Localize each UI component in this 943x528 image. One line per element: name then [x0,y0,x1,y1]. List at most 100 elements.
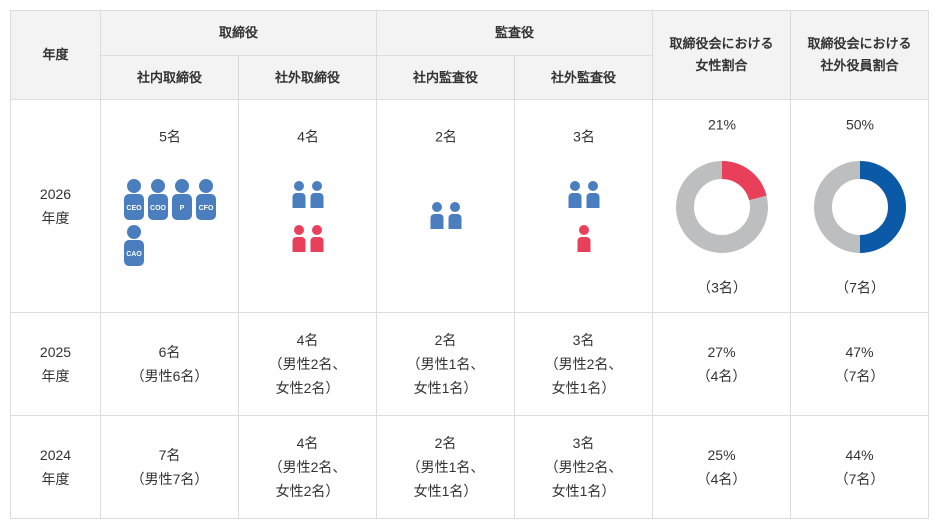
cell-line: 女性1名） [551,380,616,396]
person-head [579,225,590,235]
table-head: 年度 取締役 監査役 取締役会における 女性割合 取締役会における 社外役員割合 社内取締役社… [10,10,930,100]
header-row: 社内取締役 社外取締役 社内監査役 社外監査役 [11,55,929,100]
header-cell: 取締役会における 社外役員割合 [790,10,930,100]
ratio-label: 50% [846,117,874,133]
person-body [586,193,600,208]
cell-graphic: 5名 CEO COO P CFO CAO [124,129,216,266]
cell-line: 4名 [296,332,319,348]
cell-line: 47% [845,344,874,360]
data-cell: 3名 （男性2名、 女性1名） [514,415,654,519]
person-body [310,193,324,208]
board-table: 年度 取締役 監査役 取締役会における 女性割合 取締役会における 社外役員割合 社内取締役社… [10,10,930,519]
cell-graphic: 4名 [292,129,324,252]
person-body [577,237,591,252]
header-cell: 取締役 [99,10,378,56]
icon-label: CAO [126,251,142,258]
cell-line: （男性1名、 [406,356,485,372]
person-head [432,202,443,212]
person-head [570,181,581,191]
cell-line: 25% [707,447,736,463]
icon-label: CFO [199,205,214,212]
icon-body [124,240,144,266]
cell-line: 6名 [158,344,181,360]
header-cell: 社内取締役 [100,55,239,100]
year-line: 2026 [39,186,72,202]
data-cell: 3名 （男性2名、 女性1名） [514,312,654,416]
cell-line: （男性1名、 [406,459,485,475]
table-body: 2026 年度 5名 CEO COO P CFO CAO 4名 2名 3名 21% （3名） 50% （7名… [10,99,930,519]
data-cell: 3名 [514,99,654,313]
header-line: 取締役会における [669,36,774,51]
year-cell: 2026 年度 [10,99,101,313]
data-cell: 27% （4名） [652,312,792,416]
ratio-detail: （7名） [835,280,885,296]
data-cell: 4名 （男性2名、 女性2名） [237,415,378,519]
person-head [312,181,322,191]
header-line: 女性割合 [695,58,748,73]
data-cell: 21% （3名） [652,99,792,313]
count-label: 4名 [297,129,319,145]
cell-line: 女性2名） [275,483,340,499]
year-line: 2025 [39,344,72,360]
icon-label: COO [150,205,167,212]
data-cell: 25% （4名） [652,415,792,519]
data-cell: 4名 [237,99,378,313]
cell-graphic: 3名 [568,129,600,252]
cell-line: 4名 [296,435,319,451]
data-cell: 47% （7名） [790,312,930,416]
count-label: 3名 [573,129,595,145]
header-line: 社外役員割合 [820,58,899,73]
year-line: 年度 [41,471,70,487]
cell-line: （4名） [696,471,747,487]
table-row: 2026 年度 5名 CEO COO P CFO CAO 4名 2名 3名 21% （3名） 50% （7名… [10,99,930,313]
icon-body [148,194,168,220]
cell-line: 7名 [158,447,181,463]
cell-graphic: 21% （3名） [676,117,769,296]
data-cell: 6名 （男性6名） [100,312,239,416]
cell-line: （7名） [834,471,885,487]
cell-line: 3名 [572,435,595,451]
data-cell: 4名 （男性2名、 女性2名） [237,312,378,416]
year-line: 年度 [41,368,70,384]
cell-line: （男性2名、 [268,459,347,475]
header-cell: 社外監査役 [514,55,654,100]
person-head [294,181,304,191]
cell-line: （7名） [834,368,885,384]
icon-head [175,179,189,193]
person-body [292,193,306,208]
donut-arc [814,161,907,253]
icon-label: CEO [126,205,142,212]
icon-head [151,179,165,193]
year-line: 年度 [41,210,70,226]
data-cell: 44% （7名） [790,415,930,519]
data-cell: 2名 （男性1名、 女性1名） [376,415,516,519]
cell-line: （男性2名、 [544,459,623,475]
data-cell: 5名 CEO COO P CFO CAO [100,99,239,313]
count-label: 5名 [159,129,181,145]
person-head [294,225,304,235]
cell-line: 女性2名） [275,380,340,396]
icon-head [199,179,213,193]
ratio-detail: （3名） [697,280,747,296]
year-line: 2024 [39,447,72,463]
cell-line: 女性1名） [413,380,478,396]
person-body [430,214,444,229]
data-cell: 2名 （男性1名、 女性1名） [376,312,516,416]
cell-line: 女性1名） [413,483,478,499]
icon-label: P [180,205,185,212]
cell-graphic: 2名 [430,129,462,229]
data-cell: 7名 （男性7名） [100,415,239,519]
cell-line: （男性2名、 [544,356,623,372]
person-head [450,202,461,212]
header-cell: 取締役会における 女性割合 [652,10,792,100]
cell-line: （男性2名、 [268,356,347,372]
header-cell: 社外取締役 [237,55,378,100]
year-cell: 2024 年度 [10,415,101,519]
icon-body [172,194,192,220]
icon-head [127,225,141,239]
cell-line: 2名 [434,332,457,348]
cell-line: （4名） [696,368,747,384]
header-row: 年度 取締役 監査役 取締役会における 女性割合 取締役会における 社外役員割合 [10,10,930,100]
table-row: 2024 年度 7名 （男性7名） 4名 （男性2名、 女性2名） 2名 （男性1名、 女性1名）… [10,415,930,519]
